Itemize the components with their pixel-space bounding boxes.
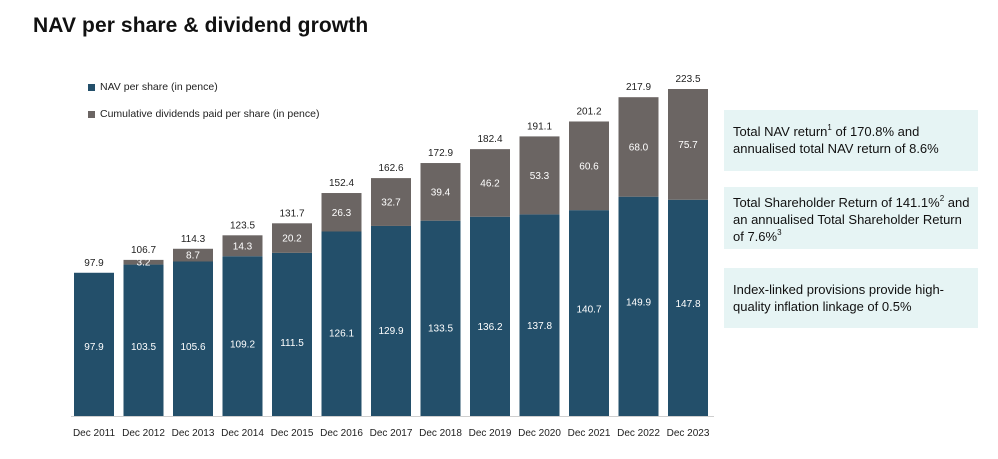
data-label-nav: 149.9 bbox=[626, 297, 651, 308]
bar-nav-dec-2022 bbox=[618, 196, 659, 416]
data-label-nav: 105.6 bbox=[180, 342, 205, 353]
data-label-nav: 133.5 bbox=[428, 324, 453, 335]
bar-dividends-dec-2015 bbox=[272, 223, 312, 253]
data-label-nav: 126.1 bbox=[329, 328, 354, 339]
bar-dividends-dec-2019 bbox=[470, 149, 510, 217]
bar-nav-dec-2017 bbox=[371, 225, 411, 416]
data-label-total: 114.3 bbox=[181, 234, 206, 245]
data-label-total: 191.1 bbox=[527, 121, 552, 132]
info-box-nav-return-text-2: of 170.8% and annualised total NAV retur… bbox=[733, 124, 939, 156]
x-tick-label: Dec 2013 bbox=[172, 428, 215, 439]
bar-nav-dec-2023 bbox=[668, 199, 708, 416]
bar-dividends-dec-2018 bbox=[420, 163, 461, 221]
bar-nav-dec-2015 bbox=[272, 252, 312, 416]
x-tick-label: Dec 2019 bbox=[469, 428, 512, 439]
footnote-2: 2 bbox=[939, 193, 945, 203]
data-label-total: 123.5 bbox=[230, 220, 255, 231]
bar-dividends-dec-2021 bbox=[569, 121, 609, 211]
data-label-total: 97.9 bbox=[84, 258, 104, 269]
bar-nav-dec-2019 bbox=[470, 216, 510, 416]
chart-title: NAV per share & dividend growth bbox=[33, 14, 369, 37]
data-label-total: 223.5 bbox=[675, 74, 700, 85]
data-label-nav: 140.7 bbox=[576, 304, 601, 315]
data-label-dividends: 14.3 bbox=[233, 241, 253, 252]
bar-dividends-dec-2014 bbox=[222, 235, 263, 257]
bar-nav-dec-2016 bbox=[321, 231, 362, 416]
legend-label-nav: NAV per share (in pence) bbox=[100, 81, 218, 93]
bar-dividends-dec-2022 bbox=[618, 97, 659, 197]
data-label-total: 162.6 bbox=[378, 163, 403, 174]
data-label-nav: 147.8 bbox=[675, 299, 700, 310]
data-label-total: 152.4 bbox=[329, 178, 354, 189]
data-label-dividends: 26.3 bbox=[332, 208, 352, 219]
bar-nav-dec-2013 bbox=[173, 261, 213, 416]
bar-nav-dec-2014 bbox=[222, 256, 263, 416]
data-label-dividends: 20.2 bbox=[282, 234, 302, 245]
footnote-3: 3 bbox=[777, 227, 782, 237]
x-tick-label: Dec 2018 bbox=[419, 428, 462, 439]
data-label-dividends: 75.7 bbox=[678, 140, 698, 151]
data-label-total: 172.9 bbox=[428, 148, 453, 159]
bar-nav-dec-2020 bbox=[519, 214, 560, 416]
data-label-dividends: 3.2 bbox=[137, 258, 151, 269]
data-label-nav: 103.5 bbox=[131, 342, 156, 353]
data-label-dividends: 68.0 bbox=[629, 142, 649, 153]
data-label-nav: 111.5 bbox=[280, 338, 304, 349]
data-label-dividends: 53.3 bbox=[530, 171, 550, 182]
bar-dividends-dec-2017 bbox=[371, 178, 411, 226]
data-label-nav: 129.9 bbox=[378, 326, 403, 337]
data-label-dividends: 39.4 bbox=[431, 187, 451, 198]
bar-dividends-dec-2020 bbox=[519, 136, 560, 215]
legend-item-nav: NAV per share (in pence) bbox=[88, 81, 218, 93]
x-tick-label: Dec 2016 bbox=[320, 428, 363, 439]
footnote-1: 1 bbox=[827, 122, 832, 132]
bar-dividends-dec-2023 bbox=[668, 89, 708, 200]
data-label-dividends: 8.7 bbox=[186, 251, 200, 262]
x-tick-label: Dec 2015 bbox=[271, 428, 314, 439]
info-box-nav-return: Total NAV return1 of 170.8% and annualis… bbox=[724, 110, 978, 171]
data-label-nav: 109.2 bbox=[230, 340, 255, 351]
data-label-total: 201.2 bbox=[576, 106, 601, 117]
x-tick-label: Dec 2012 bbox=[122, 428, 165, 439]
bar-nav-dec-2012 bbox=[123, 264, 164, 416]
info-box-inflation-linkage: Index-linked provisions provide high-qua… bbox=[724, 268, 978, 328]
bar-nav-dec-2018 bbox=[420, 220, 461, 416]
bar-dividends-dec-2012 bbox=[123, 259, 164, 265]
data-label-nav: 137.8 bbox=[527, 321, 552, 332]
data-label-total: 131.7 bbox=[279, 208, 304, 219]
legend-label-dividends: Cumulative dividends paid per share (in … bbox=[100, 108, 320, 120]
legend-swatch-dividends bbox=[88, 110, 95, 118]
legend-item-dividends: Cumulative dividends paid per share (in … bbox=[88, 108, 319, 120]
data-label-dividends: 32.7 bbox=[381, 198, 401, 209]
data-label-total: 217.9 bbox=[626, 82, 651, 93]
x-tick-label: Dec 2017 bbox=[370, 428, 413, 439]
data-label-dividends: 60.6 bbox=[579, 161, 599, 172]
x-tick-label: Dec 2023 bbox=[667, 428, 710, 439]
x-tick-label: Dec 2021 bbox=[568, 428, 611, 439]
legend-swatch-nav bbox=[88, 83, 95, 91]
bar-dividends-dec-2013 bbox=[173, 248, 213, 262]
bar-dividends-dec-2016 bbox=[321, 193, 362, 232]
x-tick-label: Dec 2022 bbox=[617, 428, 660, 439]
data-label-nav: 136.2 bbox=[477, 322, 502, 333]
x-tick-label: Dec 2020 bbox=[518, 428, 561, 439]
info-box-shareholder-return-text: Total Shareholder Return of 141.1% bbox=[733, 195, 940, 210]
x-tick-label: Dec 2011 bbox=[73, 428, 116, 439]
info-box-nav-return-text: Total NAV return bbox=[733, 124, 828, 139]
info-box-shareholder-return: Total Shareholder Return of 141.1%2 and … bbox=[724, 187, 978, 249]
bar-nav-dec-2021 bbox=[569, 210, 609, 416]
data-label-total: 106.7 bbox=[131, 245, 156, 256]
x-tick-label: Dec 2014 bbox=[221, 428, 264, 439]
bar-nav-dec-2011 bbox=[74, 272, 114, 416]
data-label-dividends: 46.2 bbox=[480, 178, 500, 189]
info-box-inflation-linkage-text: Index-linked provisions provide high-qua… bbox=[733, 282, 945, 314]
data-label-total: 182.4 bbox=[477, 134, 502, 145]
info-box-shareholder-return-text-2: and an annualised Total Shareholder Retu… bbox=[733, 195, 970, 244]
data-label-nav: 97.9 bbox=[84, 342, 104, 353]
